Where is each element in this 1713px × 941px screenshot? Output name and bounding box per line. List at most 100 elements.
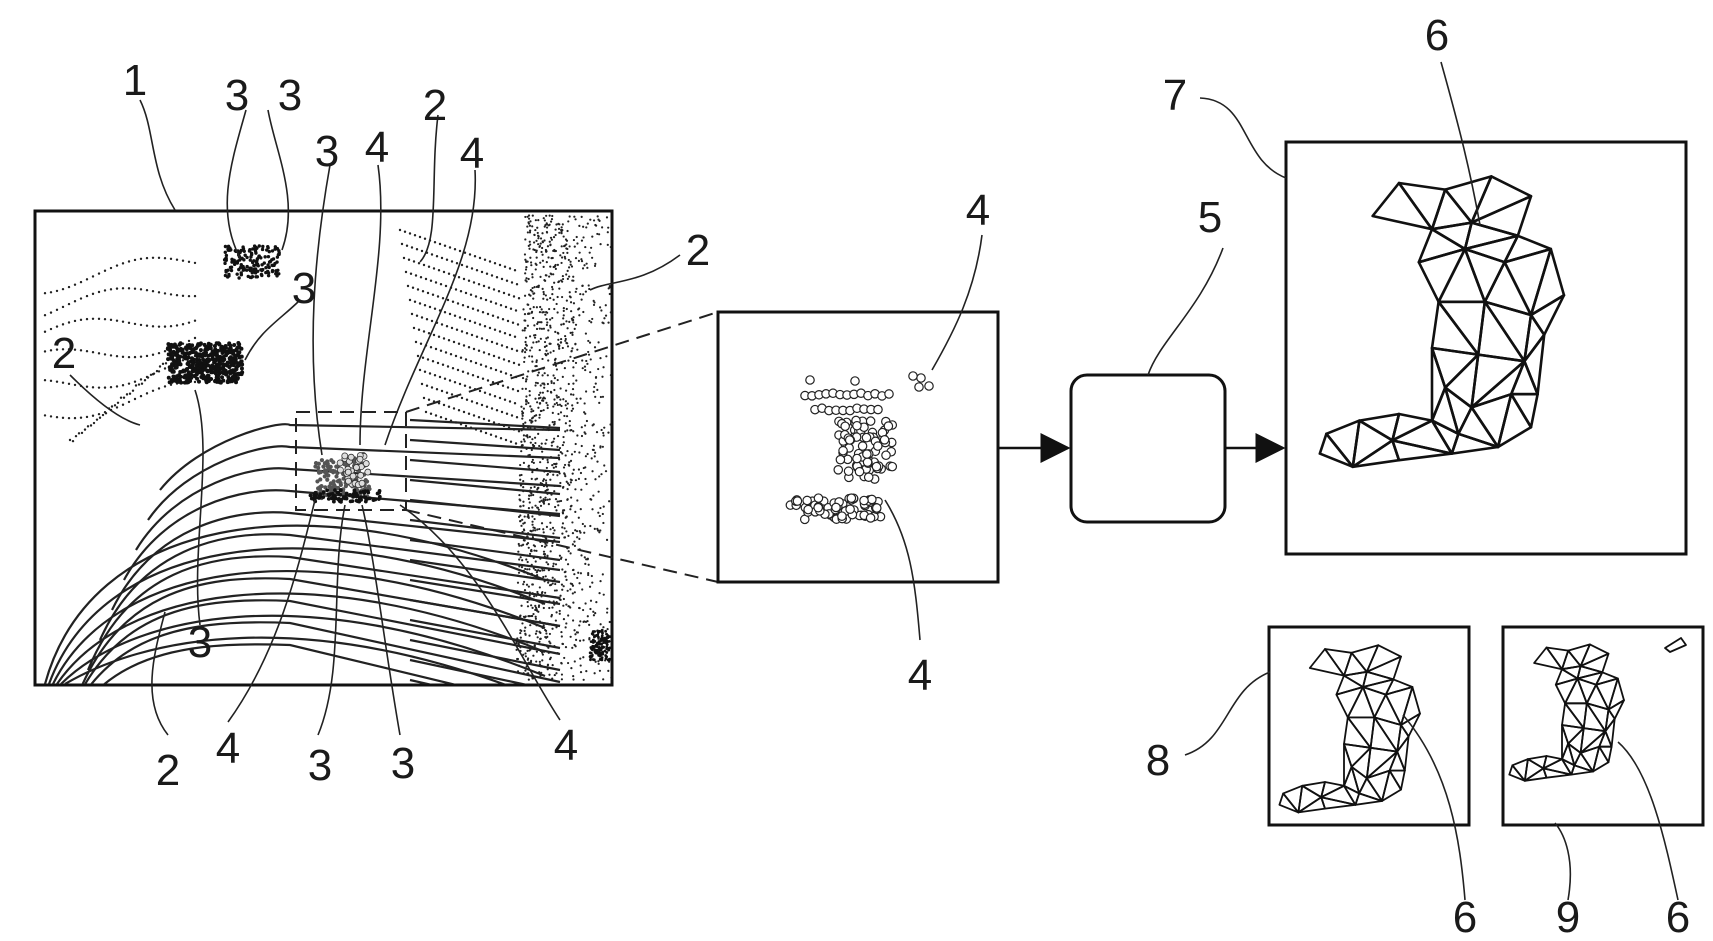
noise-dot — [559, 254, 561, 256]
scan-dot — [504, 266, 506, 268]
noise-dot — [532, 459, 534, 461]
noise-dot — [582, 226, 584, 228]
scan-dot — [441, 390, 443, 392]
noise-dot — [551, 215, 553, 217]
scan-dot — [422, 357, 424, 359]
noise-dot — [554, 403, 556, 405]
noise-dot — [539, 461, 541, 463]
noise-dot — [551, 218, 553, 220]
noise-dot — [591, 457, 593, 459]
noise-dot — [530, 492, 532, 494]
noise-dot — [545, 274, 547, 276]
noise-dot — [525, 337, 527, 339]
noise-dot — [525, 266, 527, 268]
noise-dot — [571, 347, 573, 349]
noise-dot — [536, 574, 538, 576]
noise-dot — [559, 472, 561, 474]
cluster-point — [243, 254, 246, 257]
noise-dot — [603, 434, 605, 436]
scan-dot — [92, 351, 94, 353]
scan-dot — [62, 417, 64, 419]
scan-dot — [514, 269, 516, 271]
noise-dot — [572, 280, 574, 282]
scan-dot — [158, 257, 160, 259]
noise-dot — [561, 635, 563, 637]
cluster-point — [179, 375, 183, 379]
noise-dot — [556, 303, 558, 305]
noise-dot — [524, 216, 526, 218]
scan-dot — [415, 341, 417, 343]
scan-dot — [502, 318, 504, 320]
noise-dot — [519, 632, 521, 634]
noise-dot — [569, 429, 571, 431]
noise-dot — [548, 308, 550, 310]
scan-dot — [110, 319, 112, 321]
scan-dot — [86, 350, 88, 352]
cluster-point — [238, 356, 242, 360]
scan-dot — [505, 306, 507, 308]
noise-dot — [566, 450, 568, 452]
noise-dot — [549, 479, 551, 481]
noise-dot — [537, 382, 539, 384]
noise-dot — [579, 640, 581, 642]
noise-dot — [566, 248, 568, 250]
scan-dot — [134, 356, 136, 358]
noise-dot — [540, 672, 542, 674]
noise-dot — [587, 351, 589, 353]
noise-dot — [605, 304, 607, 306]
scan-dot — [484, 259, 486, 261]
noise-dot — [552, 664, 554, 666]
noise-dot — [599, 446, 601, 448]
scan-dot — [62, 382, 64, 384]
noise-dot — [545, 354, 547, 356]
scan-dot — [454, 381, 456, 383]
cluster-point — [345, 493, 349, 497]
noise-dot — [517, 575, 519, 577]
noise-dot — [533, 549, 535, 551]
scan-dot — [92, 293, 94, 295]
noise-dot — [567, 614, 569, 616]
noise-dot — [525, 655, 527, 657]
noise-dot — [591, 470, 593, 472]
noise-dot — [519, 499, 521, 501]
noise-dot — [601, 376, 603, 378]
noise-dot — [585, 455, 587, 457]
noise-dot — [590, 358, 592, 360]
noise-dot — [543, 293, 545, 295]
scan-dot — [507, 386, 509, 388]
noise-dot — [580, 664, 582, 666]
scan-dot — [164, 350, 166, 352]
noise-dot — [583, 467, 585, 469]
scan-dot — [93, 422, 95, 424]
target-point-circle — [853, 422, 861, 430]
scan-dot — [409, 232, 411, 234]
scan-dot — [411, 246, 413, 248]
noise-dot — [563, 310, 565, 312]
scan-dot — [432, 360, 434, 362]
noise-dot — [546, 222, 548, 224]
scan-dot — [152, 257, 154, 259]
noise-dot — [547, 563, 549, 565]
noise-dot — [553, 266, 555, 268]
noise-dot — [600, 396, 602, 398]
noise-dot — [539, 558, 541, 560]
noise-dot — [537, 487, 539, 489]
target-point-circle — [846, 505, 854, 513]
noise-dot — [579, 620, 581, 622]
scan-dot — [503, 358, 505, 360]
noise-dot — [561, 589, 563, 591]
noise-dot — [546, 493, 548, 495]
scan-dot — [414, 301, 416, 303]
noise-dot — [536, 401, 538, 403]
scan-dot — [153, 372, 155, 374]
cluster-point — [234, 354, 238, 358]
noise-dot — [535, 595, 537, 597]
noise-dot — [538, 528, 540, 530]
noise-dot — [523, 438, 525, 440]
noise-dot — [519, 520, 521, 522]
noise-dot — [591, 318, 593, 320]
scan-dot — [486, 339, 488, 341]
noise-dot — [540, 665, 542, 667]
cluster-point — [254, 275, 257, 278]
noise-dot — [572, 472, 574, 474]
